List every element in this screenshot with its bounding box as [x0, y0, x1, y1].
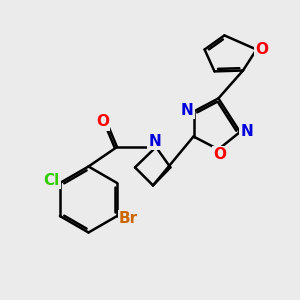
Text: Br: Br — [119, 211, 138, 226]
Text: O: O — [213, 147, 226, 162]
Text: N: N — [240, 124, 253, 140]
Text: O: O — [96, 114, 109, 129]
Text: Cl: Cl — [44, 173, 60, 188]
Text: N: N — [148, 134, 161, 149]
Text: N: N — [181, 103, 194, 118]
Text: O: O — [255, 42, 268, 57]
